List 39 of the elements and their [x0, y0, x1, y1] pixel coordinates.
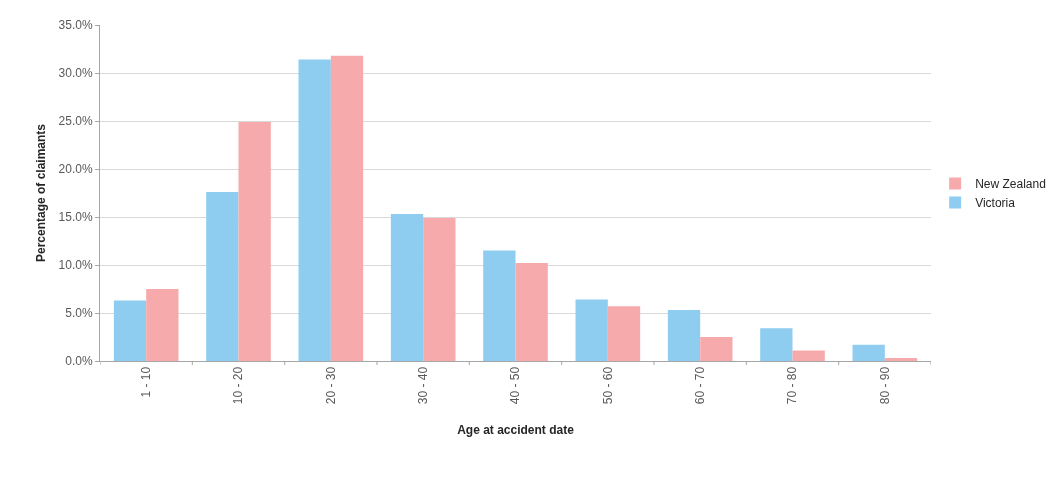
- x-tick-label: 60 - 70: [693, 366, 708, 405]
- x-tick-label: 70 - 80: [785, 366, 800, 405]
- bar: [206, 192, 239, 361]
- bar: [700, 337, 733, 361]
- y-tick-label: 0.0%: [65, 354, 93, 369]
- y-tick-label: 25.0%: [58, 114, 93, 129]
- bar: [884, 358, 918, 361]
- bar: [852, 344, 885, 361]
- bar: [330, 55, 364, 361]
- bar: [792, 350, 825, 361]
- bar: [298, 59, 331, 361]
- x-tick-label: 20 - 30: [323, 366, 338, 405]
- bar: [146, 289, 179, 361]
- bar: [483, 250, 516, 361]
- y-tick-label: 10.0%: [58, 258, 93, 273]
- x-tick-label: 1 - 10: [139, 366, 154, 398]
- y-tick-label: 20.0%: [58, 162, 93, 177]
- y-tick-label: 35.0%: [58, 18, 93, 33]
- x-tick-label: 30 - 40: [416, 366, 431, 405]
- bar: [390, 214, 424, 361]
- bar: [423, 217, 456, 361]
- bar: [575, 299, 608, 361]
- bar: [515, 263, 548, 361]
- bar: [238, 121, 271, 361]
- y-axis-title: Percentage of claimants: [33, 123, 48, 263]
- x-tick-label: 10 - 20: [231, 366, 246, 405]
- bar: [667, 310, 701, 361]
- bar: [760, 328, 793, 361]
- bar: [113, 300, 147, 361]
- bar: [607, 306, 641, 361]
- x-axis-title: Age at accident date: [457, 423, 575, 438]
- x-tick-label: 40 - 50: [508, 366, 523, 405]
- legend-label: Victoria: [975, 196, 1016, 211]
- legend-label: New Zealand: [975, 177, 1046, 192]
- y-tick-label: 30.0%: [58, 66, 93, 81]
- x-tick-label: 50 - 60: [600, 366, 615, 405]
- y-tick-label: 15.0%: [58, 210, 93, 225]
- y-tick-label: 5.0%: [65, 306, 93, 321]
- x-tick-label: 80 - 90: [877, 366, 892, 405]
